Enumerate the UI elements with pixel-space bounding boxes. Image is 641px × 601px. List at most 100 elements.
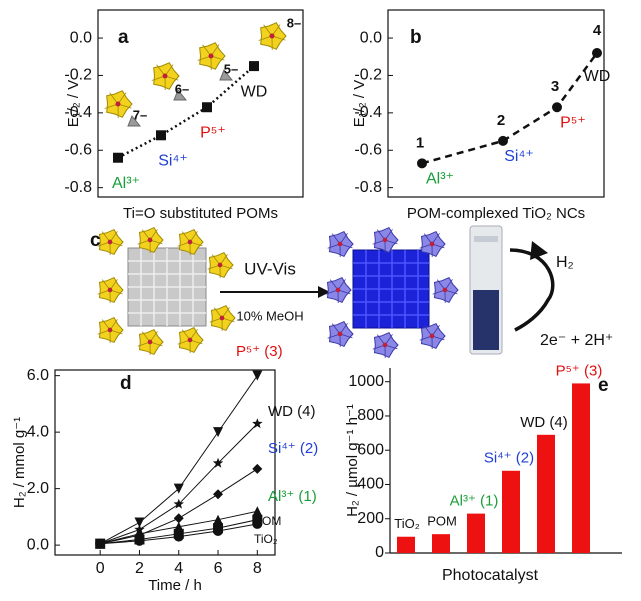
x-axis-label: POM-complexed TiO₂ NCs <box>407 205 585 222</box>
pom-cluster <box>328 232 353 257</box>
bar <box>572 383 590 553</box>
pom-cluster <box>98 318 123 343</box>
cluster-core <box>269 33 274 38</box>
cluster-core <box>108 328 113 333</box>
y-tick-label: -0.6 <box>64 141 92 158</box>
x-axis-label: Photocatalyst <box>442 567 539 584</box>
y-tick-label: 200 <box>357 510 384 527</box>
x-axis-label: Ti=O substituted POMs <box>123 205 278 222</box>
bar-label: P⁵⁺ (3) <box>556 362 603 379</box>
data-point <box>213 489 223 499</box>
pom-cluster <box>138 330 163 355</box>
data-point <box>252 519 262 529</box>
panel-label: b <box>410 27 422 48</box>
x-tick-label: 6 <box>214 560 223 577</box>
bar-label: Si⁴⁺ (2) <box>484 450 534 467</box>
series-label: Si⁴⁺ (2) <box>268 440 318 457</box>
panel-label: c <box>90 230 101 251</box>
point-number: 4 <box>593 22 602 39</box>
y-axis-label: H₂ / µmol g⁻¹ h⁻¹ <box>344 404 361 517</box>
cycle-arrow <box>510 250 553 330</box>
point-number: 1 <box>416 134 424 151</box>
cluster-core <box>108 288 113 293</box>
pom-cluster <box>328 322 353 347</box>
cluster-core <box>115 101 120 106</box>
data-point <box>249 61 259 71</box>
data-point <box>134 536 144 546</box>
point-label: P⁵⁺ <box>200 124 226 141</box>
cluster-core <box>383 343 388 348</box>
data-point <box>213 526 223 536</box>
point-label: WD <box>584 68 611 85</box>
data-point <box>252 418 263 428</box>
bar <box>397 537 415 553</box>
pom-cluster <box>259 23 286 50</box>
pom-cluster <box>208 253 233 278</box>
cluster-core <box>430 242 435 247</box>
cuvette-cap <box>474 236 498 242</box>
cuvette-solution <box>473 290 499 350</box>
arrow-label: UV-Vis <box>244 259 296 278</box>
x-tick-label: 2 <box>135 560 144 577</box>
y-tick-label: 1000 <box>348 373 384 390</box>
data-point <box>417 158 427 168</box>
cluster-core <box>208 53 213 58</box>
cluster-core <box>383 238 388 243</box>
bar-label: Al³⁺ (1) <box>450 493 499 510</box>
pom-cluster <box>326 278 351 303</box>
y-tick-label: 4.0 <box>27 423 49 440</box>
y-tick-label: 600 <box>357 441 384 458</box>
data-point <box>174 532 184 542</box>
pom-cluster <box>198 43 225 70</box>
cluster-core <box>188 240 193 245</box>
pom-cluster <box>373 228 398 253</box>
y-axis-label: H₂ / mmol g⁻¹ <box>11 417 28 508</box>
y-tick-label: 6.0 <box>27 367 49 384</box>
point-number: 2 <box>497 112 505 129</box>
panel-label: d <box>120 373 132 394</box>
y-tick-label: -0.8 <box>64 179 92 196</box>
panel-label: a <box>118 27 129 48</box>
x-axis-label: Time / h <box>148 577 202 594</box>
charge-label: 5– <box>224 61 238 76</box>
y-tick-label: 400 <box>357 476 384 493</box>
series-label: TiO₂ <box>254 532 278 546</box>
pom-cluster <box>433 278 458 303</box>
bar-label: WD (4) <box>520 414 568 431</box>
charge-label: 6– <box>175 81 189 96</box>
bar <box>537 435 555 553</box>
series-label: P⁵⁺ (3) <box>236 343 283 360</box>
trend-line <box>422 53 597 163</box>
data-point <box>113 153 123 163</box>
data-point <box>95 539 105 549</box>
cluster-core <box>220 316 225 321</box>
cluster-core <box>148 238 153 243</box>
figure: -0.8-0.6-0.4-0.20.0E₁/₂ / VTi=O substitu… <box>0 0 641 601</box>
bar <box>432 534 450 553</box>
bar <box>467 514 485 553</box>
cluster-core <box>338 242 343 247</box>
x-tick-label: 0 <box>96 560 105 577</box>
data-point <box>202 102 212 112</box>
cluster-core <box>430 334 435 339</box>
cluster-core <box>336 288 341 293</box>
point-label: P⁵⁺ <box>560 114 586 131</box>
pom-cluster <box>98 278 123 303</box>
y-tick-label: 800 <box>357 407 384 424</box>
y-axis-label: E₁/₂ / V <box>65 80 82 128</box>
charge-label: 7– <box>133 107 147 122</box>
pom-cluster <box>98 230 123 255</box>
pom-cluster <box>178 328 203 353</box>
y-tick-label: 0 <box>375 544 384 561</box>
pom-cluster <box>373 333 398 358</box>
data-point <box>552 102 562 112</box>
condition-label: 10% MeOH <box>236 308 303 323</box>
product-label: H₂ <box>556 254 574 271</box>
y-tick-label: 0.0 <box>27 536 49 553</box>
reactant-label: 2e⁻ + 2H⁺ <box>540 332 613 349</box>
point-label: Si⁴⁺ <box>158 153 188 170</box>
series-label: Al³⁺ (1) <box>268 488 317 505</box>
y-tick-label: -0.8 <box>354 179 382 196</box>
y-tick-label: -0.6 <box>354 141 382 158</box>
series-label: WD (4) <box>268 403 316 420</box>
